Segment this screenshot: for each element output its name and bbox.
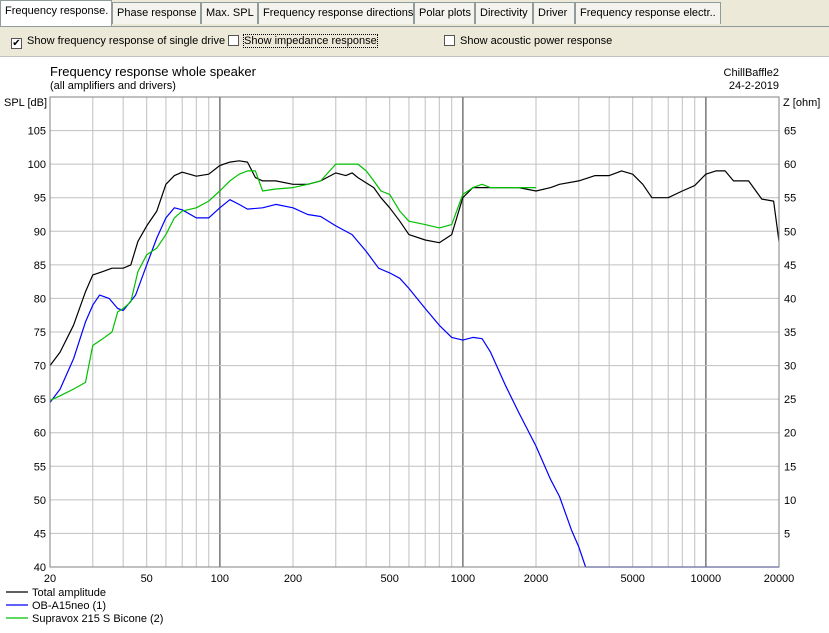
y-tick-label: 45	[34, 528, 46, 540]
tab-phase-response[interactable]: Phase response	[112, 2, 201, 24]
tab-frequency-response-electrical[interactable]: Frequency response electr..	[575, 2, 721, 24]
x-tick-label: 100	[211, 573, 229, 585]
project-date: 24-2-2019	[729, 80, 779, 92]
tab-frequency-response[interactable]: Frequency response.	[0, 0, 112, 26]
chart-title: Frequency response whole speaker	[50, 64, 257, 79]
y2-tick-label: 40	[784, 293, 796, 305]
tab-strip: Frequency response. Phase response Max. …	[0, 0, 829, 27]
y-tick-label: 95	[34, 193, 46, 205]
series-line-3	[49, 163, 536, 402]
x-tick-label: 10000	[691, 573, 722, 585]
y-tick-label: 105	[28, 126, 46, 138]
x-tick-label: 2000	[524, 573, 548, 585]
acoustic-power-label: Show acoustic power response	[460, 35, 613, 47]
y-tick-label: 50	[34, 495, 46, 507]
y-axis-label: SPL [dB]	[4, 97, 47, 109]
legend-label: OB-A15neo (1)	[32, 600, 106, 612]
y-tick-label: 100	[28, 159, 46, 171]
y2-tick-label: 20	[784, 428, 796, 440]
acoustic-power-checkbox[interactable]: Show acoustic power response	[444, 34, 612, 48]
legend-label: Supravox 215 S Bicone (2)	[32, 613, 163, 625]
tab-driver[interactable]: Driver	[533, 2, 575, 24]
y-tick-label: 65	[34, 394, 46, 406]
y-tick-label: 70	[34, 361, 46, 373]
y-tick-label: 55	[34, 461, 46, 473]
x-tick-label: 1000	[451, 573, 475, 585]
y2-tick-label: 60	[784, 159, 796, 171]
chart-grid	[50, 97, 779, 567]
impedance-checkbox[interactable]: Show impedance response	[228, 34, 378, 48]
y2-tick-label: 25	[784, 394, 796, 406]
legend-label: Total amplitude	[32, 587, 106, 599]
checkbox-checked-icon[interactable]: ✔	[11, 38, 22, 49]
options-bar: ✔ Show frequency response of single drive…	[0, 27, 829, 57]
y2-tick-label: 45	[784, 260, 796, 272]
y2-tick-label: 50	[784, 226, 796, 238]
checkbox-unchecked-icon[interactable]	[228, 35, 239, 46]
y-tick-label: 80	[34, 293, 46, 305]
y-tick-label: 60	[34, 428, 46, 440]
x-tick-label: 200	[284, 573, 302, 585]
y2-tick-label: 30	[784, 361, 796, 373]
y2-tick-label: 5	[784, 528, 790, 540]
x-tick-label: 5000	[620, 573, 644, 585]
project-name: ChillBaffle2	[724, 67, 779, 79]
y-tick-label: 90	[34, 226, 46, 238]
y2-tick-label: 35	[784, 327, 796, 339]
x-tick-label: 20000	[764, 573, 795, 585]
y2-tick-label: 10	[784, 495, 796, 507]
series-line-2	[49, 199, 779, 568]
y2-tick-label: 55	[784, 193, 796, 205]
y-tick-label: 75	[34, 327, 46, 339]
chart-svg: 40 45 50 55 60 65 70 75 80 85 90 95 100 105 5 10 15 20 25 3…	[4, 64, 820, 625]
tab-max-spl[interactable]: Max. SPL	[201, 2, 258, 24]
y2-axis-label: Z [ohm]	[783, 97, 820, 109]
y-tick-label: 85	[34, 260, 46, 272]
frequency-response-chart: 40 45 50 55 60 65 70 75 80 85 90 95 100 105 5 10 15 20 25 3…	[0, 57, 829, 633]
x-tick-label: 50	[141, 573, 153, 585]
plot-frame	[49, 96, 780, 568]
chart-axes: 40 45 50 55 60 65 70 75 80 85 90 95 100 105 5 10 15 20 25 3…	[28, 96, 796, 585]
single-drive-label: Show frequency response of single drive	[27, 35, 226, 47]
y2-tick-label: 65	[784, 126, 796, 138]
series-line-1	[49, 160, 780, 366]
tab-directivity[interactable]: Directivity	[475, 2, 533, 24]
checkbox-unchecked-icon[interactable]	[444, 35, 455, 46]
x-tick-label: 20	[44, 573, 56, 585]
single-drive-checkbox[interactable]: ✔ Show frequency response of single drive	[11, 34, 226, 49]
x-tick-label: 500	[381, 573, 399, 585]
tab-frequency-response-directions[interactable]: Frequency response directions	[258, 2, 414, 24]
chart-series	[49, 160, 780, 568]
chart-subtitle: (all amplifiers and drivers)	[50, 80, 176, 92]
tab-polar-plots[interactable]: Polar plots	[414, 2, 475, 24]
y-tick-label: 40	[34, 562, 46, 574]
y2-tick-label: 15	[784, 461, 796, 473]
impedance-label: Show impedance response	[243, 34, 378, 48]
